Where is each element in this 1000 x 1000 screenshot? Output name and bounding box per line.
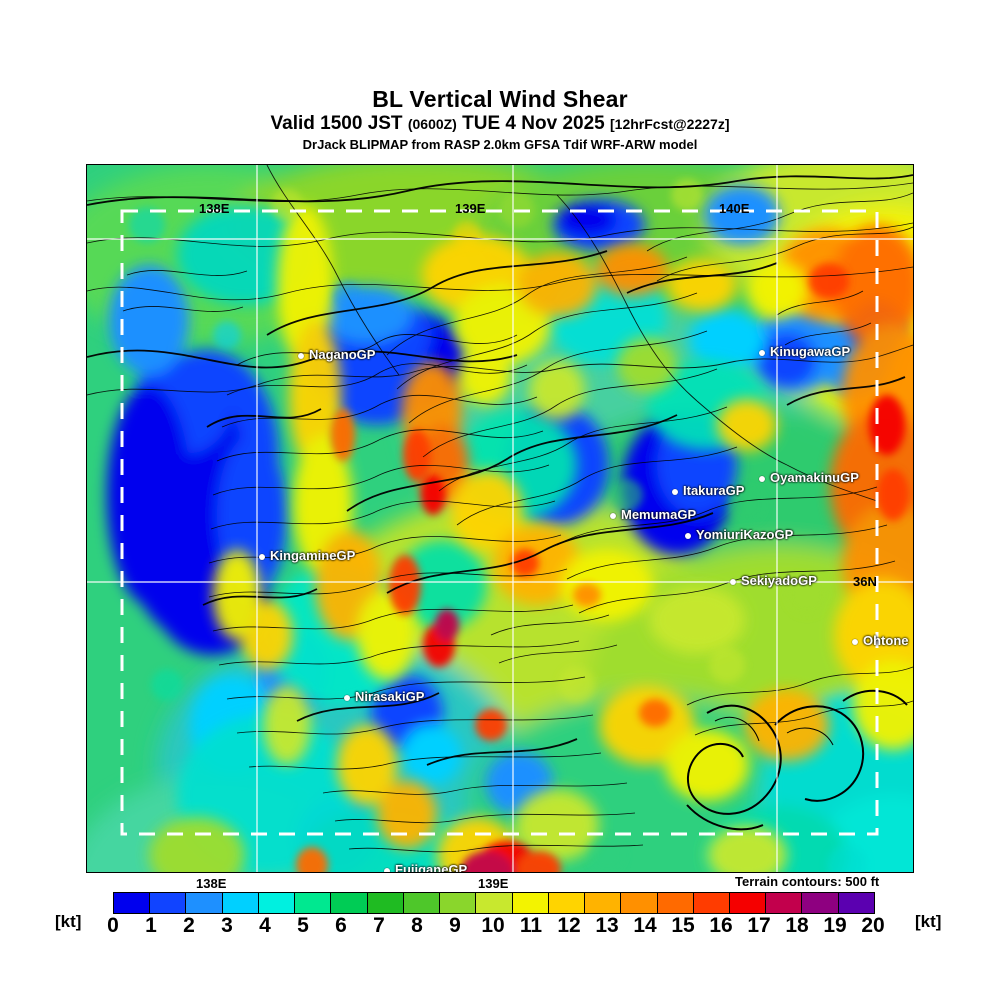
colorbar-tick-label: 13 bbox=[595, 914, 619, 937]
station-label: NaganoGP bbox=[309, 347, 376, 362]
colorbar-ticks: 0 1 2 3 4 5 6 7 8 9 10 11 12 13 14 15 16 17 18 19 20 bbox=[107, 914, 885, 942]
unit-label-left: [kt] bbox=[55, 912, 82, 931]
terrain-contours-note: Terrain contours: 500 ft bbox=[735, 874, 880, 889]
colorbar-tick-label: 7 bbox=[373, 914, 385, 937]
colorbar-tick-label: 2 bbox=[183, 914, 195, 937]
colorbar-swatch bbox=[440, 893, 477, 913]
colorbar-tick-label: 12 bbox=[557, 914, 581, 937]
colorbar-swatch bbox=[548, 893, 586, 913]
lat-label-36N-right: 36N bbox=[853, 574, 877, 589]
forecast-tag: [12hrFcst@2227z] bbox=[610, 116, 730, 132]
station-dot-icon bbox=[259, 553, 265, 560]
colorbar-swatch bbox=[295, 893, 332, 913]
colorbar-swatch bbox=[585, 893, 622, 913]
colorbar-swatch bbox=[367, 893, 404, 913]
colorbar-swatch bbox=[258, 893, 296, 913]
colorbar-legend: [kt] [kt] 0 1 2 3 4 5 6 7 8 9 10 11 12 13 14 15 16 17 18 19… bbox=[0, 884, 1000, 944]
valid-time-prefix: Valid 1500 JST bbox=[270, 113, 403, 134]
station-label: Ohtone bbox=[863, 633, 909, 648]
colorbar-tick-label: 10 bbox=[481, 914, 505, 937]
valid-time-line: Valid 1500 JST (0600Z) TUE 4 Nov 2025 [1… bbox=[0, 112, 1000, 136]
colorbar-swatch bbox=[114, 893, 151, 913]
colorbar-swatch bbox=[766, 893, 803, 913]
colorbar-tick-label: 20 bbox=[861, 914, 885, 937]
station-dot-icon bbox=[759, 349, 765, 356]
colorbar-tick-label: 16 bbox=[709, 914, 733, 937]
valid-time-utc: (0600Z) bbox=[407, 116, 457, 132]
valid-date: TUE 4 Nov 2025 bbox=[462, 113, 605, 134]
bottom-lon-label-139E: 139E bbox=[478, 876, 509, 891]
colorbar-swatch bbox=[222, 893, 259, 913]
colorbar-swatch bbox=[331, 893, 368, 913]
colorbar-tick-label: 14 bbox=[633, 914, 657, 937]
station-label: KingamineGP bbox=[270, 548, 356, 563]
station-dot-icon bbox=[852, 638, 858, 645]
station-marker[interactable]: NirasakiGP bbox=[344, 689, 424, 704]
bottom-lon-label-138E: 138E bbox=[196, 876, 227, 891]
station-label: YomiuriKazoGP bbox=[696, 527, 794, 542]
station-label: KinugawaGP bbox=[770, 344, 851, 359]
station-label: ItakuraGP bbox=[683, 483, 745, 498]
station-marker[interactable]: MemumaGP bbox=[610, 507, 696, 522]
colorbar-tick-label: 9 bbox=[449, 914, 461, 937]
station-dot-icon bbox=[672, 488, 678, 495]
colorbar-swatch bbox=[621, 893, 658, 913]
station-marker[interactable]: NaganoGP bbox=[298, 347, 375, 362]
colorbar-swatch bbox=[657, 893, 694, 913]
colorbar-tick-label: 0 bbox=[107, 914, 119, 937]
station-label: FujiganeGP bbox=[395, 862, 468, 873]
colorbar-swatch bbox=[802, 893, 839, 913]
station-label: MemumaGP bbox=[621, 507, 697, 522]
station-dot-icon bbox=[730, 578, 736, 585]
colorbar-tick-label: 3 bbox=[221, 914, 233, 937]
colorbar-tick-label: 19 bbox=[823, 914, 847, 937]
station-marker[interactable]: Ohtone bbox=[852, 633, 909, 648]
colorbar-tick-label: 18 bbox=[785, 914, 809, 937]
page-title: BL Vertical Wind Shear bbox=[372, 86, 628, 112]
model-source-line: DrJack BLIPMAP from RASP 2.0km GFSA Tdif… bbox=[302, 137, 698, 152]
colorbar-swatch bbox=[693, 893, 730, 913]
colorbar-swatch bbox=[838, 893, 874, 913]
station-dot-icon bbox=[298, 352, 304, 359]
colorbar-tick-label: 8 bbox=[411, 914, 423, 937]
colorbar-swatch bbox=[150, 893, 187, 913]
lon-label-138E: 138E bbox=[199, 201, 230, 216]
station-marker[interactable]: ItakuraGP bbox=[672, 483, 744, 498]
wind-shear-field bbox=[87, 165, 913, 872]
colorbar-tick-label: 15 bbox=[671, 914, 695, 937]
colorbar-swatch bbox=[403, 893, 441, 913]
lon-label-139E: 139E bbox=[455, 201, 486, 216]
colorbar-tick-label: 5 bbox=[297, 914, 309, 937]
station-marker[interactable]: OyamakinuGP bbox=[759, 470, 859, 485]
colorbar-tick-label: 1 bbox=[145, 914, 157, 937]
unit-label-right: [kt] bbox=[915, 912, 942, 931]
title-block: BL Vertical Wind Shear Valid 1500 JST (0… bbox=[0, 86, 1000, 153]
colorbar-swatch bbox=[512, 893, 549, 913]
station-marker[interactable]: SekiyadoGP bbox=[730, 573, 817, 588]
lon-label-140E: 140E bbox=[719, 201, 750, 216]
colorbar-swatch bbox=[729, 893, 767, 913]
station-label: NirasakiGP bbox=[355, 689, 425, 704]
map-canvas[interactable]: 138E 139E 140E 37N 36N 36N NaganoGP King… bbox=[86, 164, 914, 873]
station-label: OyamakinuGP bbox=[770, 470, 859, 485]
station-dot-icon bbox=[384, 867, 390, 872]
station-marker[interactable]: KinugawaGP bbox=[759, 344, 850, 359]
colorbar-tick-label: 4 bbox=[259, 914, 271, 937]
station-dot-icon bbox=[685, 532, 691, 539]
station-marker[interactable]: YomiuriKazoGP bbox=[685, 527, 793, 542]
station-marker[interactable]: KingamineGP bbox=[259, 548, 355, 563]
station-dot-icon bbox=[610, 512, 616, 519]
colorbar-tick-label: 17 bbox=[747, 914, 771, 937]
station-dot-icon bbox=[344, 694, 350, 701]
colorbar-tick-label: 6 bbox=[335, 914, 347, 937]
colorbar-swatch bbox=[186, 893, 223, 913]
station-label: SekiyadoGP bbox=[741, 573, 817, 588]
station-dot-icon bbox=[759, 475, 765, 482]
station-marker[interactable]: FujiganeGP bbox=[384, 862, 468, 873]
colorbar-swatches bbox=[113, 892, 875, 914]
colorbar-tick-label: 11 bbox=[519, 914, 543, 937]
colorbar-swatch bbox=[476, 893, 513, 913]
